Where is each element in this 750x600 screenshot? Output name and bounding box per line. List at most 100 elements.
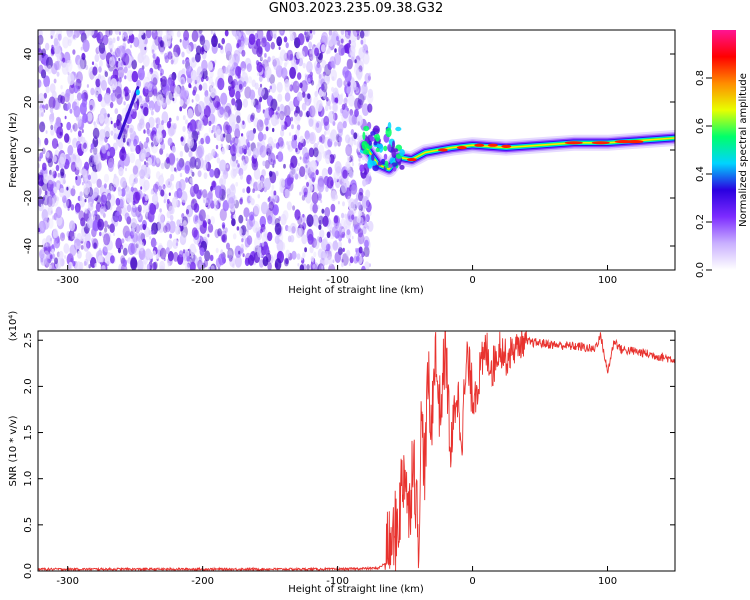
snr-x-axis: -300 -200 -100 0 100 <box>56 566 617 587</box>
noise-blob <box>273 33 277 39</box>
noise-blob <box>347 195 352 204</box>
noise-blob <box>279 49 287 61</box>
noise-blob <box>345 161 351 171</box>
noise-blob <box>334 48 337 53</box>
onset-blob <box>375 147 380 153</box>
noise-blob <box>85 228 89 234</box>
noise-blob <box>306 181 309 187</box>
noise-blob <box>57 172 61 178</box>
noise-blob <box>64 185 72 198</box>
noise-blob <box>296 167 299 171</box>
noise-blob <box>114 108 119 115</box>
noise-blob <box>246 130 252 141</box>
noise-blob <box>238 214 244 224</box>
noise-blob <box>90 162 93 167</box>
noise-blob <box>258 139 266 153</box>
noise-blob <box>93 187 100 198</box>
noise-blob <box>54 240 58 246</box>
noise-blob <box>302 252 306 259</box>
noise-blob <box>220 143 223 148</box>
noise-blob <box>182 115 186 121</box>
noise-blob <box>277 93 283 103</box>
noise-blob <box>148 252 154 260</box>
noise-blob <box>94 53 100 63</box>
noise-blob <box>321 266 324 270</box>
noise-blob <box>223 111 229 121</box>
noise-blob <box>249 89 256 101</box>
noise-blob <box>257 125 260 130</box>
noise-blob <box>110 92 116 102</box>
noise-blob <box>80 235 85 242</box>
noise-blob <box>147 71 152 80</box>
noise-blob <box>50 124 54 130</box>
noise-blob <box>300 256 303 261</box>
noise-blob <box>84 198 87 203</box>
noise-blob <box>98 66 102 73</box>
noise-blob <box>222 224 226 230</box>
noise-blob <box>292 205 296 211</box>
noise-blob <box>38 172 44 185</box>
noise-blob <box>286 201 292 211</box>
noise-blob <box>247 141 251 148</box>
noise-blob <box>224 42 233 56</box>
noise-blob <box>227 197 235 209</box>
noise-blob <box>168 91 174 101</box>
noise-blob <box>168 192 171 196</box>
noise-blob <box>83 241 90 252</box>
noise-blob <box>38 227 41 233</box>
noise-blob <box>223 133 226 138</box>
noise-blob <box>319 229 325 239</box>
noise-blob <box>128 89 131 94</box>
noise-blob <box>52 253 56 259</box>
noise-blob <box>301 194 306 201</box>
noise-blob <box>66 30 73 38</box>
noise-blob <box>148 100 155 111</box>
noise-blob <box>118 57 121 62</box>
noise-blob <box>133 37 140 48</box>
noise-blob <box>350 129 355 136</box>
noise-blob <box>213 167 221 179</box>
noise-blob <box>345 82 348 87</box>
noise-blob <box>367 88 374 99</box>
noise-blob <box>124 75 127 80</box>
noise-blob <box>267 262 272 270</box>
noise-blob <box>49 169 53 176</box>
noise-blob <box>152 30 156 33</box>
noise-blob <box>54 60 60 71</box>
noise-blob <box>253 161 257 168</box>
noise-blob <box>127 38 131 44</box>
noise-blob <box>207 233 210 238</box>
noise-blob <box>199 263 202 268</box>
noise-blob <box>255 227 258 232</box>
noise-blob <box>309 30 313 34</box>
noise-blob <box>258 75 263 82</box>
snr-scale-label: (x10⁴) <box>8 311 19 342</box>
noise-blob <box>259 56 263 62</box>
noise-blob <box>322 215 329 227</box>
noise-blob <box>173 123 177 130</box>
noise-blob <box>113 122 117 128</box>
noise-blob <box>283 257 289 267</box>
noise-blob <box>256 142 260 147</box>
noise-blob <box>338 44 345 56</box>
noise-blob <box>185 263 190 270</box>
noise-blob <box>121 146 126 154</box>
noise-blob <box>108 162 114 172</box>
noise-blob <box>176 188 183 199</box>
noise-blob <box>239 135 247 149</box>
noise-blob <box>330 129 338 142</box>
noise-blob <box>299 166 306 178</box>
noise-blob <box>316 99 323 112</box>
onset-blob <box>384 160 389 169</box>
x-tick-label: -100 <box>326 275 349 286</box>
noise-blob <box>165 78 174 91</box>
noise-blob <box>288 100 295 112</box>
noise-blob <box>214 125 221 137</box>
noise-blob <box>107 151 110 157</box>
noise-blob <box>142 192 145 197</box>
noise-blob <box>113 134 117 140</box>
noise-blob <box>140 186 143 190</box>
noise-blob <box>135 232 141 242</box>
noise-blob <box>172 97 175 102</box>
noise-blob <box>270 30 277 38</box>
